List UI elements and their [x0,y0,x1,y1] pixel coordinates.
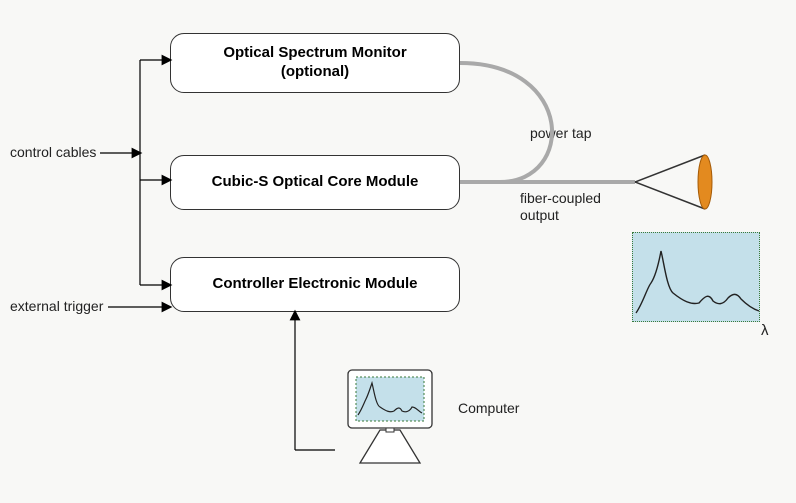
label-fiber-output-l2: output [520,207,559,223]
label-power-tap: power tap [530,125,591,141]
label-control-cables: control cables [10,144,96,160]
emitter-icon [635,155,712,209]
computer-icon [348,370,432,463]
module-osm-line2: (optional) [223,63,406,82]
module-core: Cubic-S Optical Core Module [170,155,460,210]
label-external-trigger: external trigger [10,298,103,314]
module-core-line1: Cubic-S Optical Core Module [212,173,419,192]
module-controller-line1: Controller Electronic Module [212,275,417,294]
module-osm-line1: Optical Spectrum Monitor [223,44,406,63]
module-osm: Optical Spectrum Monitor (optional) [170,33,460,93]
control-arrows [100,60,335,450]
fiber-lines [460,63,635,182]
label-fiber-output-l1: fiber-coupled [520,190,601,206]
spectrum-large [632,232,760,322]
spectrum-large-plot [633,233,761,323]
label-lambda: λ [761,322,769,339]
label-computer: Computer [458,400,519,416]
module-controller: Controller Electronic Module [170,257,460,312]
